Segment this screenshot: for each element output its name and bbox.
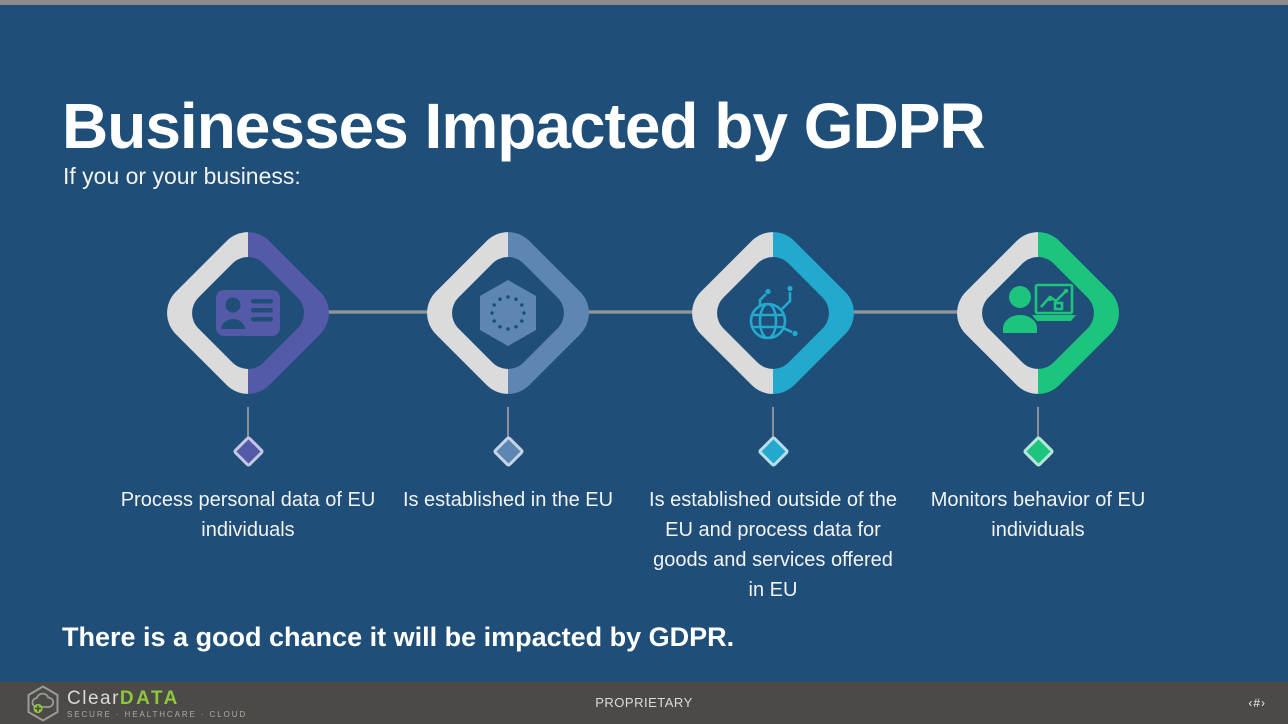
diamond-shape	[414, 219, 602, 407]
globe-network-icon	[679, 219, 867, 407]
step-established-outside-eu: Is established outside of the EU and pro…	[643, 219, 903, 605]
id-card-icon	[154, 219, 342, 407]
slide-title: Businesses Impacted by GDPR	[62, 89, 986, 162]
proprietary-label: PROPRIETARY	[595, 695, 693, 710]
conclusion-statement: There is a good chance it will be impact…	[62, 622, 735, 652]
mini-diamond	[756, 435, 790, 468]
step-label: Is established outside of the EU and pro…	[649, 489, 897, 601]
window-chrome-strip	[0, 0, 1288, 5]
logo-wordmark: ClearDATA	[67, 687, 180, 709]
step-process-personal-data: Process personal data of EU individuals	[118, 219, 378, 545]
connector-line	[248, 310, 1038, 314]
mini-diamond	[1021, 435, 1055, 468]
eu-stars-hexagon-icon	[414, 219, 602, 407]
diamond-shape	[154, 219, 342, 407]
logo-tagline: SECURE · HEALTHCARE · CLOUD	[67, 709, 248, 719]
stem-line	[772, 407, 774, 438]
footer-bar: ClearDATA SECURE · HEALTHCARE · CLOUD PR…	[0, 682, 1288, 724]
step-label: Monitors behavior of EU individuals	[930, 489, 1146, 541]
cleardata-logo: ClearDATA SECURE · HEALTHCARE · CLOUD	[26, 685, 247, 722]
step-established-in-eu: Is established in the EU	[378, 219, 638, 515]
stem-line	[1037, 407, 1039, 438]
stem-line	[247, 407, 249, 438]
diamond-shape	[944, 219, 1132, 407]
diamond-shape	[679, 219, 867, 407]
slide-number-placeholder: ‹#›	[1248, 696, 1266, 710]
gdpr-criteria-diagram: Process personal data of EU individuals	[0, 219, 1288, 619]
stem-line	[507, 407, 509, 438]
step-monitors-behavior: Monitors behavior of EU individuals	[908, 219, 1168, 545]
mini-diamond	[231, 435, 265, 468]
step-label: Process personal data of EU individuals	[120, 489, 376, 541]
slide-subtitle: If you or your business:	[63, 163, 301, 189]
cleardata-hexagon-icon	[27, 685, 59, 722]
person-monitor-icon	[944, 219, 1132, 407]
step-label: Is established in the EU	[402, 489, 614, 511]
mini-diamond	[491, 435, 525, 468]
